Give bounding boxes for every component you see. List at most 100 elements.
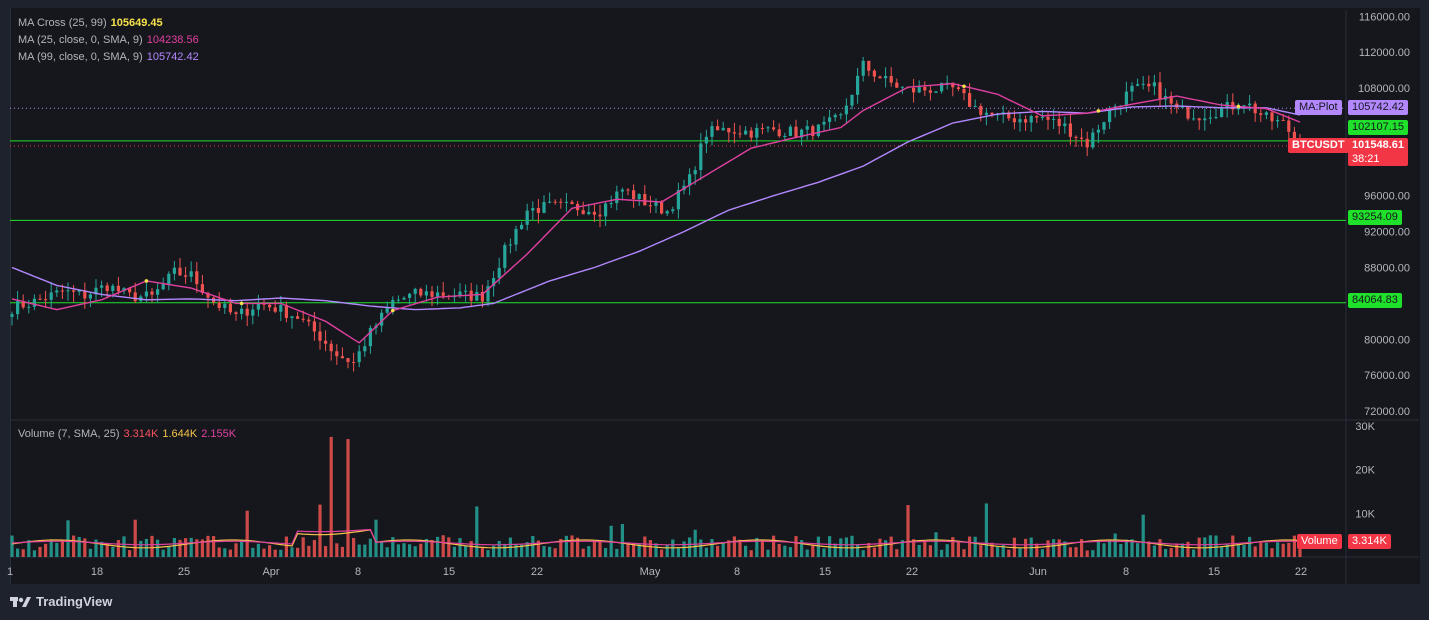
candle-body bbox=[979, 105, 983, 115]
candle-body bbox=[800, 129, 804, 138]
volume-bar bbox=[234, 543, 238, 557]
candle-body bbox=[402, 297, 406, 300]
legend-ma25-label: MA (25, close, 0, SMA, 9) bbox=[18, 34, 143, 46]
volume-bar bbox=[1113, 533, 1117, 557]
volume-bar bbox=[184, 538, 188, 557]
volume-bar bbox=[374, 519, 378, 557]
tradingview-logo-icon bbox=[10, 596, 31, 607]
candle-body bbox=[1292, 131, 1296, 139]
candle-body bbox=[1024, 119, 1028, 123]
candle-body bbox=[1091, 132, 1095, 148]
candle-body bbox=[368, 327, 372, 347]
x-tick-label: 15 bbox=[1208, 566, 1220, 578]
volume-bar bbox=[77, 536, 81, 557]
volume-bar bbox=[139, 540, 143, 557]
candle-body bbox=[1102, 122, 1106, 130]
legend-ma99: MA (99, close, 0, SMA, 9) 105742.42 bbox=[18, 49, 203, 66]
volume-tick-label: 30K bbox=[1355, 421, 1375, 433]
volume-bar bbox=[665, 544, 669, 557]
volume-bar bbox=[800, 540, 804, 557]
volume-bar bbox=[1147, 541, 1151, 557]
volume-bar bbox=[256, 543, 260, 557]
candle-body bbox=[536, 208, 540, 213]
candle-body bbox=[1264, 112, 1268, 115]
volume-bar bbox=[996, 546, 1000, 557]
volume-bar bbox=[1292, 535, 1296, 557]
volume-bar bbox=[128, 550, 132, 557]
volume-bar bbox=[973, 536, 977, 557]
candle-body bbox=[928, 90, 932, 93]
volume-bar bbox=[1281, 543, 1285, 557]
candle-body bbox=[833, 114, 837, 118]
candle-body bbox=[1007, 112, 1011, 119]
volume-tick-label: 20K bbox=[1355, 465, 1375, 477]
volume-bar bbox=[408, 544, 412, 557]
candle-body bbox=[632, 190, 636, 200]
volume-value-tag: 3.314K bbox=[1348, 534, 1391, 549]
volume-bar bbox=[44, 543, 48, 557]
candle-body bbox=[1281, 119, 1285, 121]
chart-frame[interactable] bbox=[10, 8, 1420, 584]
candle-body bbox=[1203, 118, 1207, 121]
candle-body bbox=[587, 211, 591, 215]
volume-bar bbox=[979, 545, 983, 557]
volume-bar bbox=[749, 550, 753, 557]
volume-tick-label: 10K bbox=[1355, 508, 1375, 520]
tradingview-logo[interactable]: TradingView bbox=[10, 594, 112, 609]
volume-bar bbox=[576, 537, 580, 557]
volume-bar bbox=[178, 539, 182, 557]
candle-body bbox=[156, 289, 160, 295]
candle-body bbox=[581, 210, 585, 215]
volume-bar bbox=[548, 546, 552, 557]
candle-body bbox=[676, 190, 680, 210]
candle-body bbox=[94, 287, 98, 295]
volume-bar bbox=[228, 549, 232, 557]
candle-body bbox=[385, 307, 389, 313]
volume-bar bbox=[732, 536, 736, 557]
legend-ma99-label: MA (99, close, 0, SMA, 9) bbox=[18, 51, 143, 63]
volume-bar bbox=[94, 539, 98, 557]
candle-body bbox=[861, 60, 865, 76]
candle-body bbox=[1124, 91, 1128, 106]
volume-bar bbox=[1276, 542, 1280, 557]
candle-body bbox=[189, 271, 193, 277]
volume-bar bbox=[581, 548, 585, 557]
volume-bar bbox=[900, 540, 904, 557]
candle-body bbox=[1248, 103, 1252, 106]
candle-body bbox=[660, 201, 664, 214]
volume-bar bbox=[195, 539, 199, 557]
volume-bar bbox=[710, 539, 714, 557]
candle-body bbox=[805, 126, 809, 130]
volume-bar bbox=[200, 539, 204, 557]
volume-bar bbox=[329, 436, 333, 557]
candle-body bbox=[732, 132, 736, 134]
volume-bar bbox=[822, 548, 826, 557]
candle-body bbox=[917, 87, 921, 93]
volume-bar bbox=[1164, 548, 1168, 557]
volume-bar bbox=[116, 540, 120, 557]
volume-bar bbox=[452, 546, 456, 557]
candle-body bbox=[273, 307, 277, 312]
volume-bar bbox=[32, 550, 36, 557]
candle-body bbox=[66, 290, 70, 292]
volume-bar bbox=[290, 547, 294, 557]
legend-ma99-value: 105742.42 bbox=[146, 51, 199, 63]
volume-bar bbox=[912, 539, 916, 557]
candle-body bbox=[553, 201, 557, 203]
volume-bar bbox=[167, 546, 171, 557]
volume-bar bbox=[744, 545, 748, 557]
candle-body bbox=[895, 82, 899, 88]
candle-body bbox=[430, 291, 434, 297]
legend-ma25: MA (25, close, 0, SMA, 9) 104238.56 bbox=[18, 32, 203, 49]
ma-plot-name-tag: MA:Plot bbox=[1295, 100, 1342, 115]
candle-body bbox=[615, 191, 619, 204]
candle-body bbox=[1046, 116, 1050, 120]
candle-body bbox=[475, 291, 479, 301]
ma-cross-marker bbox=[391, 308, 395, 313]
x-tick-label: 22 bbox=[1295, 566, 1307, 578]
volume-bar bbox=[626, 542, 630, 557]
candle-body bbox=[525, 210, 529, 225]
candle-body bbox=[172, 267, 176, 274]
candle-body bbox=[184, 275, 188, 277]
